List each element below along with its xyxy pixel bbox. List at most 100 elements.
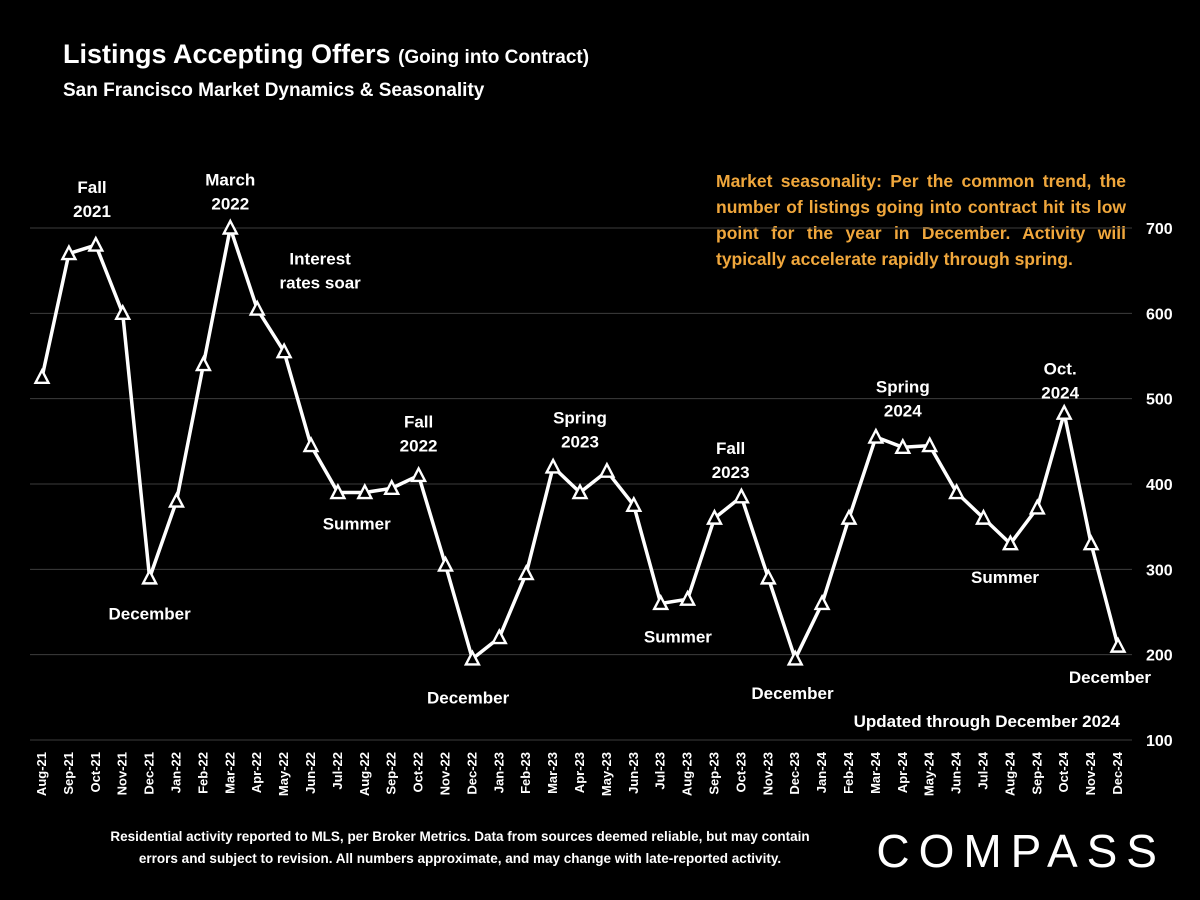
data-point-marker — [1001, 534, 1019, 551]
x-axis-tick-label: Jun-23 — [626, 752, 641, 794]
data-point-marker — [490, 627, 508, 645]
data-point-marker — [786, 649, 804, 666]
data-point-marker — [60, 243, 78, 261]
annotation-label: 2022 — [211, 194, 249, 213]
data-point-marker — [1109, 636, 1127, 653]
data-point-marker — [168, 491, 185, 508]
data-point-marker — [975, 508, 992, 525]
annotation-label: Fall — [404, 413, 433, 432]
x-axis-tick-label: Oct-21 — [88, 752, 103, 792]
y-axis-tick-label: 500 — [1146, 392, 1173, 409]
x-axis-tick-label: Mar-23 — [545, 752, 560, 794]
x-axis-tick-label: Dec-24 — [1110, 751, 1125, 794]
annotation-label: December — [108, 605, 191, 624]
data-point-marker — [598, 461, 616, 478]
annotation-label: March — [205, 170, 255, 189]
line-chart: 100 200 300 400 500 600 700 Aug-21 Sep-21 Oct-21 N… — [30, 170, 1173, 796]
data-point-marker — [87, 235, 105, 252]
annotation-label: Summer — [323, 514, 391, 533]
updated-note: Updated through December 2024 — [853, 712, 1120, 731]
data-point-marker — [759, 568, 777, 585]
y-axis-tick-label: 400 — [1146, 477, 1173, 494]
annotation-label: 2023 — [561, 432, 599, 451]
annotation-label: Summer — [644, 628, 712, 647]
data-point-marker — [813, 593, 831, 611]
data-point-marker — [248, 299, 266, 316]
x-axis-tick-label: Feb-23 — [518, 752, 533, 794]
data-point-marker — [894, 437, 912, 455]
annotation-label: Spring — [876, 378, 930, 397]
data-point-marker — [194, 354, 212, 372]
data-point-marker — [652, 593, 670, 611]
data-point-marker — [114, 303, 132, 321]
data-point-marker — [840, 508, 858, 525]
x-axis-tick-label: May-22 — [276, 752, 291, 796]
data-point-marker — [1028, 498, 1046, 515]
x-axis-tick-label: Oct-23 — [733, 752, 748, 792]
y-axis-tick-label: 700 — [1146, 221, 1173, 238]
x-axis-tick-label: Apr-23 — [572, 752, 587, 793]
annotation-label: Interest — [289, 250, 351, 269]
disclaimer-line-2: errors and subject to revision. All numb… — [138, 851, 782, 866]
data-point-marker — [571, 482, 589, 500]
x-axis-tick-label: Jul-22 — [330, 752, 345, 790]
x-axis-tick-label: Apr-22 — [249, 752, 264, 793]
x-axis-tick-label: Oct-22 — [411, 752, 426, 792]
disclaimer: Residential activity reported to MLS, pe… — [60, 826, 860, 870]
page-title: Listings Accepting Offers (Going into Co… — [63, 38, 589, 74]
x-axis-tick-label: Aug-23 — [680, 752, 695, 796]
page-title-suffix: (Going into Contract) — [398, 47, 590, 68]
annotation-label: 2024 — [884, 402, 922, 421]
x-axis-tick-label: Nov-23 — [760, 752, 775, 795]
data-point-marker — [410, 465, 428, 483]
x-axis-tick-label: Oct-24 — [1056, 751, 1071, 792]
data-point-marker — [517, 563, 535, 581]
x-axis-tick-label: Aug-22 — [357, 752, 372, 796]
x-axis-tick-label: Jul-23 — [653, 752, 668, 790]
disclaimer-line-1: Residential activity reported to MLS, pe… — [110, 829, 810, 844]
x-axis-tick-label: Sep-24 — [1029, 751, 1044, 794]
data-point-marker — [329, 482, 347, 500]
data-point-marker — [1055, 403, 1073, 420]
title-block: Listings Accepting Offers (Going into Co… — [63, 38, 589, 102]
annotation-label: Spring — [553, 408, 607, 427]
data-point-marker — [732, 487, 750, 504]
x-axis-tick-label: Feb-24 — [841, 751, 856, 794]
annotation-label: Summer — [971, 568, 1039, 587]
x-axis-tick-label: Feb-22 — [195, 752, 210, 794]
y-axis-tick-label: 200 — [1146, 648, 1173, 665]
x-axis-tick-label: Aug-24 — [1002, 751, 1017, 796]
x-axis-tick-label: Aug-21 — [34, 752, 49, 796]
data-point-marker — [356, 482, 374, 500]
x-axis-tick-label: Jul-24 — [976, 751, 991, 789]
x-axis-tick-label: Dec-22 — [464, 752, 479, 795]
x-axis-tick-label: Nov-21 — [115, 752, 130, 795]
data-point-marker — [921, 435, 939, 453]
data-point-marker — [1082, 534, 1100, 551]
data-point-marker — [867, 427, 885, 444]
compass-logo: COMPASS — [876, 825, 1166, 877]
x-axis-tick-label: Dec-23 — [787, 752, 802, 795]
annotation-label: December — [1069, 668, 1152, 687]
x-axis-tick-label: Sep-21 — [61, 752, 76, 795]
annotation-label: 2022 — [400, 437, 438, 456]
annotation-label: Fall — [716, 439, 745, 458]
data-point-marker — [221, 218, 239, 235]
annotation-label: 2021 — [73, 202, 111, 221]
data-point-marker — [544, 457, 562, 474]
annotation-label: December — [751, 684, 834, 703]
x-axis-tick-label: Mar-22 — [222, 752, 237, 794]
x-axis-tick-label: Mar-24 — [868, 751, 883, 794]
page-subtitle: San Francisco Market Dynamics & Seasonal… — [63, 80, 485, 101]
data-point-marker — [275, 342, 293, 359]
x-axis-tick-label: Nov-24 — [1083, 751, 1098, 795]
data-point-marker — [948, 482, 966, 500]
data-point-marker — [463, 649, 481, 666]
x-axis-tick-label: Nov-22 — [438, 752, 453, 795]
y-axis-tick-label: 600 — [1146, 306, 1173, 323]
y-axis-tick-label: 300 — [1146, 562, 1173, 579]
data-point-marker — [625, 495, 643, 513]
annotation-label: 2023 — [712, 463, 750, 482]
annotation-label: rates soar — [280, 274, 362, 293]
